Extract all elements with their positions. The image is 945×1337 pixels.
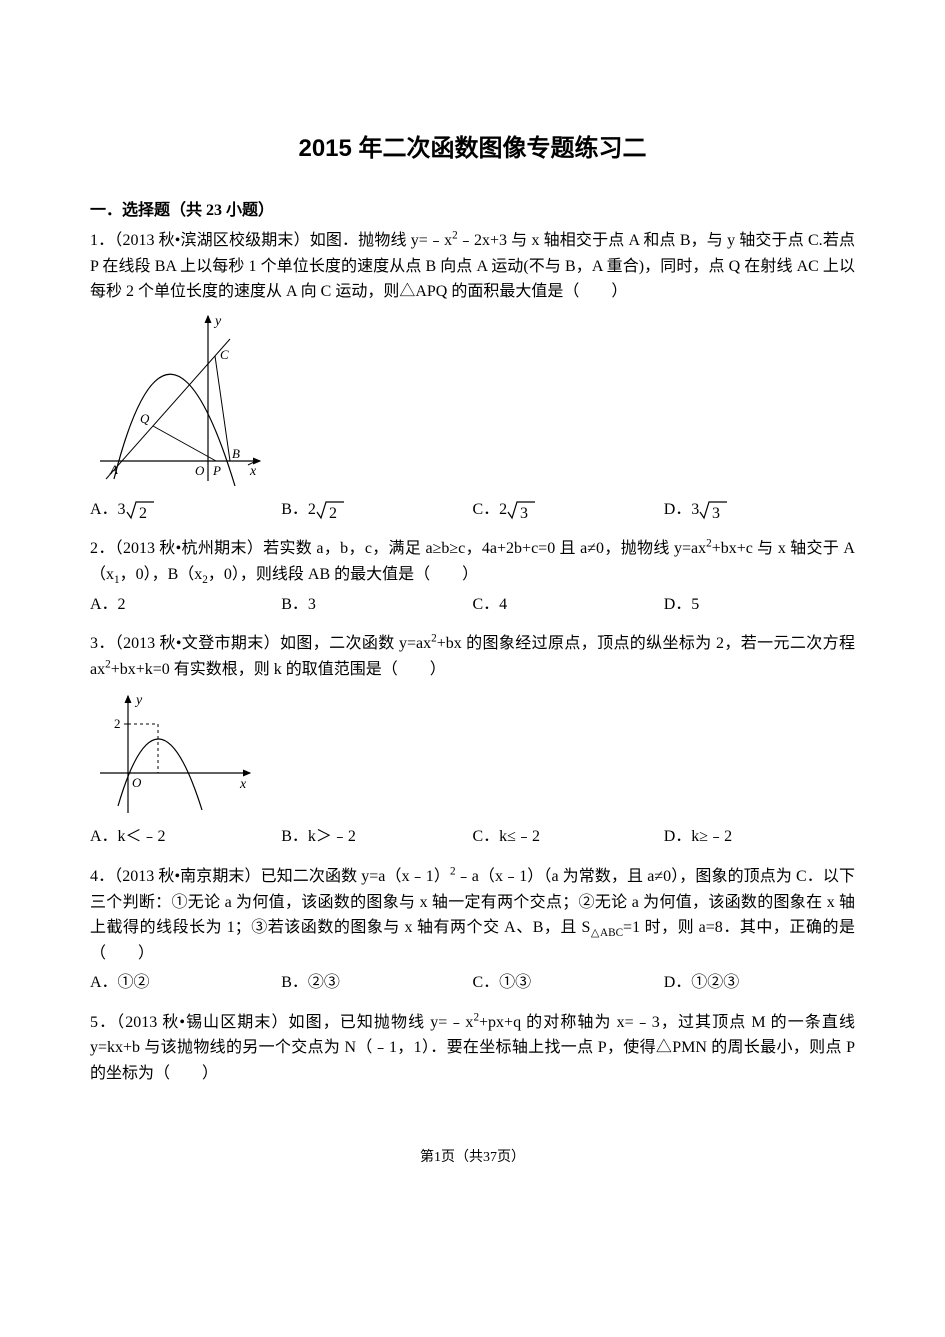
q2-opt-c: C．4 <box>473 592 664 618</box>
q2-t4: ，0），则线段 AB 的最大值是（ ） <box>208 566 478 583</box>
q3-text: 3．（2013 秋•文登市期末）如图，二次函数 y=ax2+bx 的图象经过原点… <box>90 631 855 682</box>
page-footer: 第1页（共37页） <box>90 1147 855 1169</box>
q3-t1: 3．（2013 秋•文登市期末）如图，二次函数 y=ax <box>90 635 431 652</box>
q1-text: 1．（2013 秋•滨湖区校级期末）如图．抛物线 y=﹣x2﹣2x+3 与 x … <box>90 228 855 305</box>
q1-b-rad: 2 <box>329 505 337 522</box>
q4-options: A．①② B．②③ C．①③ D．①②③ <box>90 970 855 996</box>
sqrt-icon: 3 <box>507 498 537 522</box>
q3-opt-c: C．k≤﹣2 <box>473 824 664 850</box>
q3-figure: y x O 2 <box>90 688 855 818</box>
q1-figure: y x O A B C Q P <box>90 311 855 491</box>
q3-options: A．k＜﹣2 B．k＞﹣2 C．k≤﹣2 D．k≥﹣2 <box>90 824 855 850</box>
q1-svg: y x O A B C Q P <box>90 311 265 491</box>
q1-b-prefix: B．2 <box>281 501 316 518</box>
q2-opt-b: B．3 <box>281 592 472 618</box>
q1-a-rad: 2 <box>139 505 147 522</box>
q2-t3: ，0），B（x <box>120 566 203 583</box>
page-title: 2015 年二次函数图像专题练习二 <box>90 130 855 168</box>
q2-opt-d: D．5 <box>664 592 855 618</box>
parabola <box>118 739 202 810</box>
label-2: 2 <box>114 716 121 731</box>
sqrt-icon: 2 <box>316 498 346 522</box>
q1-a-prefix: A．3 <box>90 501 126 518</box>
sqrt-icon: 2 <box>126 498 156 522</box>
footer-suffix: 页） <box>497 1150 525 1165</box>
q5-t1: 5．（2013 秋•锡山区期末）如图，已知抛物线 y=﹣x <box>90 1014 473 1031</box>
label-y: y <box>213 314 222 329</box>
q1-opt-d: D．3 3 <box>664 497 855 523</box>
q3-opt-a: A．k＜﹣2 <box>90 824 281 850</box>
footer-prefix: 第 <box>420 1150 434 1165</box>
question-5: 5．（2013 秋•锡山区期末）如图，已知抛物线 y=﹣x2+px+q 的对称轴… <box>90 1010 855 1087</box>
q4-t1: 4．（2013 秋•南京期末）已知二次函数 y=a（x﹣1） <box>90 868 450 885</box>
q2-t1: 2．（2013 秋•杭州期末）若实数 a，b，c，满足 a≥b≥c，4a+2b+… <box>90 540 706 557</box>
label-C: C <box>220 347 229 362</box>
q3-t3: +bx+k=0 有实数根，则 k 的取值范围是（ ） <box>111 661 446 678</box>
label-x: x <box>239 777 247 792</box>
question-1: 1．（2013 秋•滨湖区校级期末）如图．抛物线 y=﹣x2﹣2x+3 与 x … <box>90 228 855 522</box>
question-2: 2．（2013 秋•杭州期末）若实数 a，b，c，满足 a≥b≥c，4a+2b+… <box>90 536 855 617</box>
q1-d-prefix: D．3 <box>664 501 700 518</box>
label-O: O <box>195 463 205 478</box>
q1-d-rad: 3 <box>712 505 720 522</box>
footer-page: 1 <box>434 1150 441 1165</box>
q1-t1: 1．（2013 秋•滨湖区校级期末）如图．抛物线 y=﹣x <box>90 232 452 249</box>
footer-total: 37 <box>483 1150 497 1165</box>
footer-mid: 页（共 <box>441 1150 483 1165</box>
label-A: A <box>109 462 118 477</box>
label-B: B <box>232 446 240 461</box>
section-header: 一．选择题（共 23 小题） <box>90 198 855 224</box>
sqrt-icon: 3 <box>699 498 729 522</box>
question-4: 4．（2013 秋•南京期末）已知二次函数 y=a（x﹣1）2﹣a（x﹣1）（a… <box>90 864 855 996</box>
q5-text: 5．（2013 秋•锡山区期末）如图，已知抛物线 y=﹣x2+px+q 的对称轴… <box>90 1010 855 1087</box>
q1-c-prefix: C．2 <box>473 501 508 518</box>
label-x: x <box>249 464 257 479</box>
q2-options: A．2 B．3 C．4 D．5 <box>90 592 855 618</box>
q1-options: A．3 2 B．2 2 C．2 3 D．3 3 <box>90 497 855 523</box>
label-P: P <box>212 463 221 478</box>
q1-opt-a: A．3 2 <box>90 497 281 523</box>
q4-sub1: △ABC <box>590 927 623 939</box>
q2-opt-a: A．2 <box>90 592 281 618</box>
q4-opt-c: C．①③ <box>473 970 664 996</box>
q1-opt-c: C．2 3 <box>473 497 664 523</box>
label-y: y <box>134 693 143 708</box>
q3-opt-b: B．k＞﹣2 <box>281 824 472 850</box>
question-3: 3．（2013 秋•文登市期末）如图，二次函数 y=ax2+bx 的图象经过原点… <box>90 631 855 850</box>
q4-opt-d: D．①②③ <box>664 970 855 996</box>
label-O: O <box>132 775 142 790</box>
q1-opt-b: B．2 2 <box>281 497 472 523</box>
q3-opt-d: D．k≥﹣2 <box>664 824 855 850</box>
line-qp <box>153 426 216 461</box>
q1-c-rad: 3 <box>520 505 528 522</box>
label-Q: Q <box>140 411 150 426</box>
q3-svg: y x O 2 <box>90 688 260 818</box>
q4-text: 4．（2013 秋•南京期末）已知二次函数 y=a（x﹣1）2﹣a（x﹣1）（a… <box>90 864 855 966</box>
q4-opt-b: B．②③ <box>281 970 472 996</box>
q2-text: 2．（2013 秋•杭州期末）若实数 a，b，c，满足 a≥b≥c，4a+2b+… <box>90 536 855 587</box>
q4-opt-a: A．①② <box>90 970 281 996</box>
line-bc <box>215 356 230 461</box>
